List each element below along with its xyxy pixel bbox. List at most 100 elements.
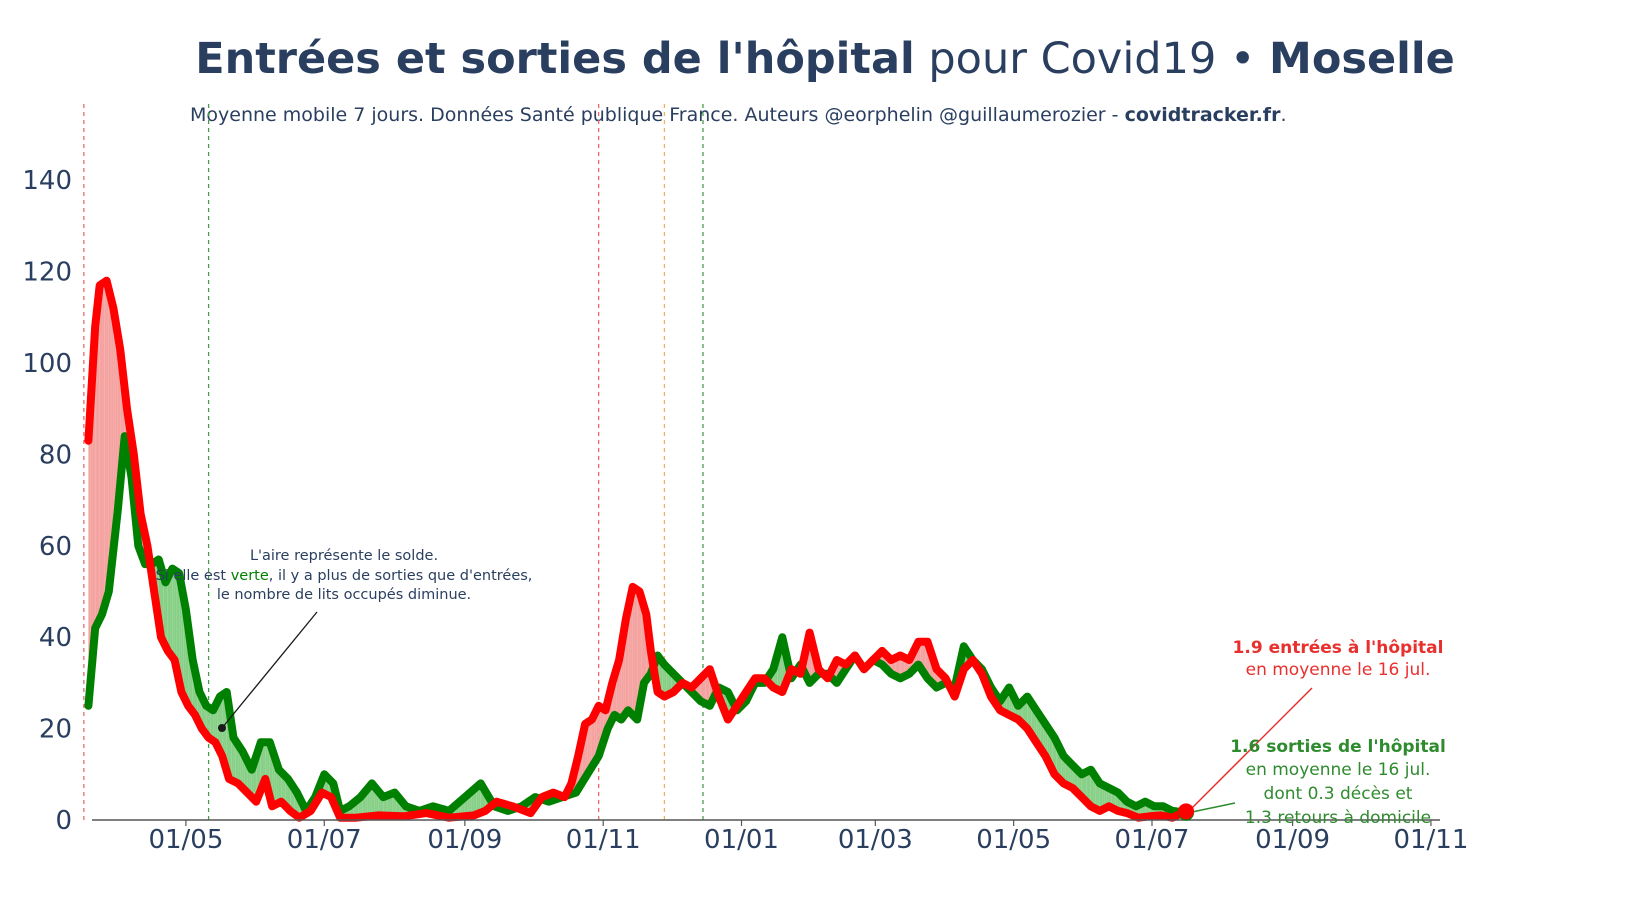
balance-area-green [176, 571, 180, 682]
balance-area-red [589, 719, 592, 771]
entries-line [84, 276, 1190, 822]
series-lines [84, 276, 1190, 822]
balance-area-green [174, 570, 177, 671]
subtitle-text: Moyenne mobile 7 jours. Données Santé pu… [190, 104, 1119, 126]
balance-area-green [263, 742, 266, 785]
balance-area-green [392, 792, 395, 817]
subtitle-site: covidtracker.fr [1124, 104, 1281, 126]
balance-area-red [632, 586, 635, 718]
balance-area-red [88, 402, 91, 706]
balance-area-red [97, 285, 100, 624]
y-tick-label: 80 [39, 440, 72, 470]
y-tick-label: 100 [22, 349, 72, 379]
balance-area-red [104, 280, 107, 607]
y-tick-label: 20 [39, 715, 72, 745]
exits-label-pointer [1191, 802, 1236, 813]
area-note-line2: Si elle est verte, il y a plus de sortie… [156, 568, 533, 584]
area-note-line1: L'aire représente le solde. [250, 548, 438, 564]
balance-area-green [390, 793, 393, 816]
balance-area-green [238, 744, 241, 786]
balance-area-red [111, 299, 114, 571]
balance-area-green [385, 795, 388, 816]
area-annotation: L'aire représente le solde. Si elle est … [156, 548, 533, 732]
entries-endpoint [1178, 803, 1195, 820]
balance-area-green [172, 568, 175, 661]
axes: 0 20 40 60 80 100 120 140 01/05 01/07 01/09 01/11 01… [22, 166, 1468, 855]
balance-area-red [95, 305, 98, 629]
balance-area-red [108, 289, 112, 592]
balance-area-red [705, 671, 708, 705]
x-tick-label: 01/11 [566, 825, 641, 855]
entries-label-bold: 1.9 entrées à l'hôpital [1233, 638, 1444, 658]
x-tick-label: 01/07 [1115, 825, 1190, 855]
x-tick-label: 01/01 [704, 825, 779, 855]
area-note-arrow [221, 611, 318, 729]
balance-area-green [662, 661, 665, 697]
balance-area-green [1102, 784, 1105, 810]
x-tick-label: 01/07 [287, 825, 362, 855]
balance-area-green [383, 796, 386, 816]
balance-area-red [634, 588, 638, 720]
y-tick-label: 40 [39, 623, 72, 653]
entries-label-date: en moyenne le 16 jul. [1246, 660, 1431, 680]
balance-area-green [1099, 783, 1103, 811]
series-endpoints [1178, 803, 1195, 821]
y-tick-label: 60 [39, 532, 72, 562]
balance-area-red [102, 282, 105, 615]
title-regular: pour Covid19 [928, 34, 1217, 84]
y-tick-label: 140 [22, 166, 72, 196]
balance-area-green [478, 783, 481, 814]
balance-area-green [1097, 780, 1100, 811]
exits-label-date: en moyenne le 16 jul. [1246, 760, 1431, 780]
balance-area-green [278, 769, 282, 803]
exits-line [84, 432, 1190, 817]
x-tick-label: 01/05 [148, 825, 223, 855]
balance-area-green [163, 574, 166, 647]
exits-label-deaths: dont 0.3 décès et [1264, 784, 1413, 804]
area-note-line2-pre: Si elle est [156, 568, 227, 584]
balance-area-green [1104, 785, 1107, 809]
x-tick-label: 01/09 [1255, 825, 1330, 855]
balance-area-green [473, 787, 477, 816]
balance-area-red [702, 673, 706, 704]
area-note-line2-post: , il y a plus de sorties que d'entrées, [269, 568, 533, 584]
balance-area-green [1088, 769, 1091, 807]
balance-area-red [106, 280, 109, 600]
entries-label-pointer [1191, 687, 1313, 809]
balance-area-red [630, 586, 633, 715]
balance-area-green [283, 774, 286, 807]
balance-area-green [213, 705, 216, 743]
x-tick-label: 01/11 [1393, 825, 1468, 855]
x-tick-label: 01/03 [838, 825, 913, 855]
balance-area-red [637, 589, 640, 720]
area-note-green-word: verte [231, 568, 269, 584]
title-place: Moselle [1269, 34, 1455, 84]
balance-area-green [1086, 770, 1089, 805]
y-tick-label: 0 [55, 806, 72, 836]
chart-title: Entrées et sorties de l'hôpital pour Cov… [0, 34, 1650, 84]
balance-area-green [165, 577, 168, 651]
balance-area-green [387, 794, 391, 816]
y-tick-label: 120 [22, 258, 72, 288]
area-note-line3: le nombre de lits occupés diminue. [217, 587, 471, 603]
balance-area-green [281, 772, 284, 805]
balance-area-green [1024, 696, 1028, 729]
x-tick-label: 01/05 [976, 825, 1051, 855]
balance-area-green [233, 737, 236, 783]
entries-annotation: 1.9 entrées à l'hôpital en moyenne le 16… [1191, 638, 1444, 809]
balance-area-red [113, 308, 116, 551]
area-note-dot [218, 724, 226, 732]
chart-subtitle: Moyenne mobile 7 jours. Données Santé pu… [190, 104, 1287, 126]
balance-area-green [217, 696, 220, 752]
balance-area-red [898, 655, 901, 679]
title-bold: Entrées et sorties de l'hôpital [195, 34, 915, 84]
balance-area-green [167, 573, 171, 654]
exits-label-home: 1.3 retours à domicile [1245, 808, 1431, 828]
balance-area-green [210, 708, 214, 741]
balance-area-green [208, 707, 211, 740]
exits-label-bold: 1.6 sorties de l'hôpital [1230, 737, 1446, 757]
title-separator: • [1230, 34, 1256, 84]
balance-area-green [170, 568, 173, 658]
balance-area-green [235, 741, 239, 784]
